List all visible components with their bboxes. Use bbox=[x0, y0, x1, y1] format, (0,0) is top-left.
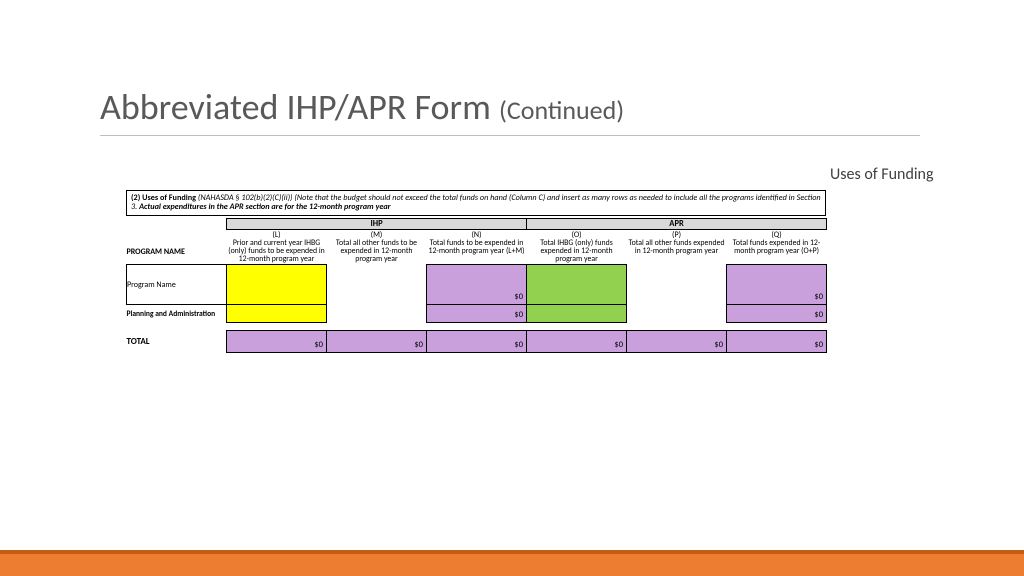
cell-r1-O[interactable] bbox=[527, 265, 627, 305]
planning-label: Planning and Administration bbox=[127, 305, 227, 323]
row-planning: Planning and Administration $0 $0 bbox=[127, 305, 827, 323]
val-r2-Q: $0 bbox=[814, 310, 823, 320]
val-total-N: $0 bbox=[514, 340, 523, 350]
program-name-cell[interactable]: Program Name bbox=[127, 265, 227, 305]
cell-total-Q: $0 bbox=[727, 331, 827, 353]
row-total: TOTAL $0 $0 $0 $0 $0 $0 bbox=[127, 331, 827, 353]
val-r2-N: $0 bbox=[514, 310, 523, 320]
cell-total-P: $0 bbox=[627, 331, 727, 353]
ihp-header: IHP bbox=[227, 218, 527, 229]
val-total-L: $0 bbox=[314, 340, 323, 350]
span-row: IHP APR bbox=[127, 218, 827, 229]
cell-r2-L[interactable] bbox=[227, 305, 327, 323]
val-r1-Q: $0 bbox=[814, 292, 823, 302]
col-P-head: Total all other funds expended in 12-mon… bbox=[627, 240, 727, 265]
val-r1-N: $0 bbox=[514, 292, 523, 302]
cell-r1-N: $0 bbox=[427, 265, 527, 305]
val-total-O: $0 bbox=[614, 340, 623, 350]
slide-title: Abbreviated IHP/APR Form bbox=[100, 85, 499, 129]
slide: Abbreviated IHP/APR Form (Continued) Use… bbox=[0, 0, 1024, 576]
col-L-head: Prior and current year IHBG (only) funds… bbox=[227, 240, 327, 265]
cell-r1-M bbox=[327, 265, 427, 305]
grid-table: IHP APR (L) (M) (N) (O) (P) (Q) PROGRAM … bbox=[126, 218, 827, 354]
cell-r2-N: $0 bbox=[427, 305, 527, 323]
total-label: TOTAL bbox=[127, 331, 227, 353]
cell-r1-Q: $0 bbox=[727, 265, 827, 305]
title-rule bbox=[100, 135, 920, 136]
col-M-head: Total all other funds to be expended in … bbox=[327, 240, 427, 265]
colhead-row: PROGRAM NAME Prior and current year IHBG… bbox=[127, 240, 827, 265]
cell-r2-M bbox=[327, 305, 427, 323]
program-name-header: PROGRAM NAME bbox=[127, 240, 227, 265]
cell-total-M: $0 bbox=[327, 331, 427, 353]
row-program: Program Name $0 $0 bbox=[127, 265, 827, 305]
side-label: Uses of Funding bbox=[830, 165, 933, 184]
cell-total-O: $0 bbox=[527, 331, 627, 353]
cell-r1-L[interactable] bbox=[227, 265, 327, 305]
note-tail: Actual expenditures in the APR section a… bbox=[139, 202, 391, 212]
cell-r2-Q: $0 bbox=[727, 305, 827, 323]
cell-total-N: $0 bbox=[427, 331, 527, 353]
val-total-Q: $0 bbox=[814, 340, 823, 350]
cell-r1-P bbox=[627, 265, 727, 305]
val-total-P: $0 bbox=[714, 340, 723, 350]
col-Q-head: Total funds expended in 12-month program… bbox=[727, 240, 827, 265]
title-block: Abbreviated IHP/APR Form (Continued) bbox=[100, 85, 920, 136]
cell-total-L: $0 bbox=[227, 331, 327, 353]
footer-band bbox=[0, 554, 1024, 576]
slide-title-sub: (Continued) bbox=[499, 94, 624, 126]
apr-header: APR bbox=[527, 218, 827, 229]
val-total-M: $0 bbox=[414, 340, 423, 350]
form-table: (2) Uses of Funding (NAHASDA § 102(b)(2)… bbox=[126, 190, 826, 353]
col-N-head: Total funds to be expended in 12-month p… bbox=[427, 240, 527, 265]
cell-r2-P bbox=[627, 305, 727, 323]
note-box: (2) Uses of Funding (NAHASDA § 102(b)(2)… bbox=[126, 190, 826, 216]
col-O-head: Total IHBG (only) funds expended in 12-m… bbox=[527, 240, 627, 265]
cell-r2-O[interactable] bbox=[527, 305, 627, 323]
